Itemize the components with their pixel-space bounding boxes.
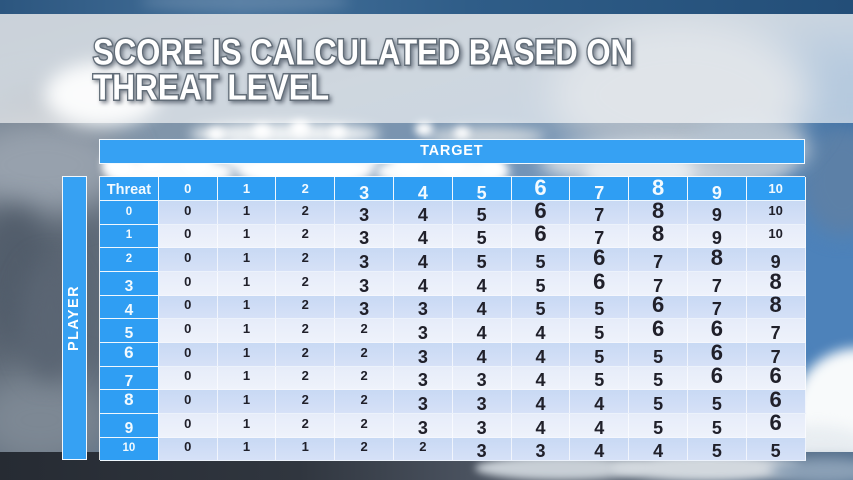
svg-text:THREAT LEVEL: THREAT LEVEL <box>93 67 329 107</box>
svg-text:SCORE IS CALCULATED BASED ON: SCORE IS CALCULATED BASED ON <box>93 33 633 73</box>
